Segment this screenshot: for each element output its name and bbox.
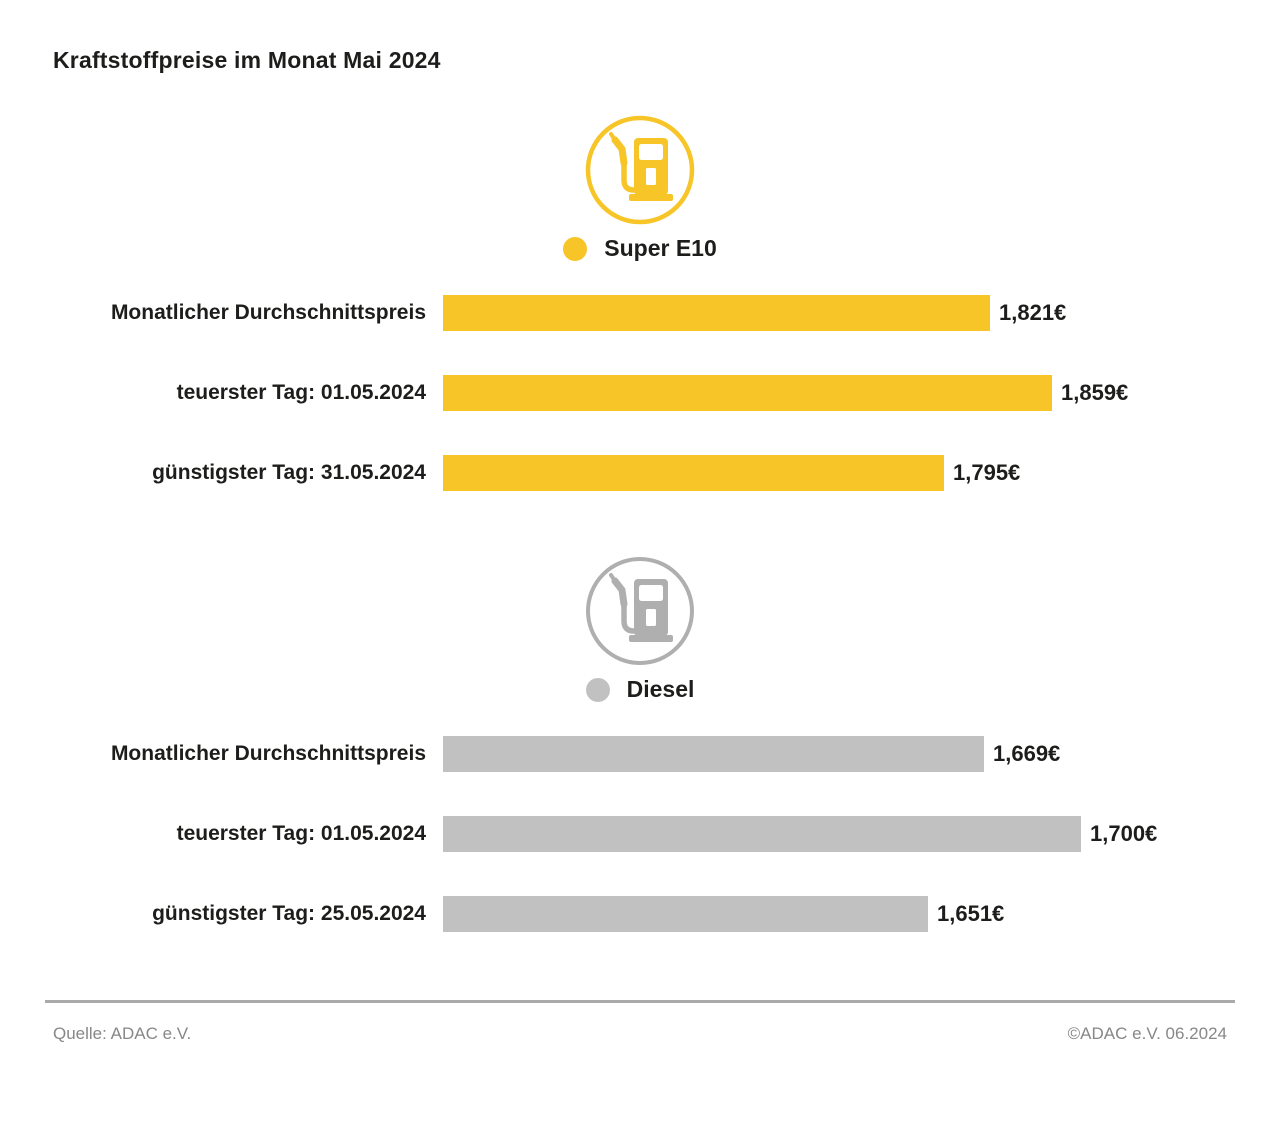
bar-row: teuerster Tag: 01.05.2024 1,700€	[53, 816, 1227, 852]
legend-label: Super E10	[604, 235, 717, 261]
footer-source: Quelle: ADAC e.V.	[53, 1024, 192, 1043]
bar-row: günstigster Tag: 25.05.2024 1,651€	[53, 896, 1227, 932]
bar-row: Monatlicher Durchschnittspreis 1,821€	[53, 295, 1227, 331]
bar-row: günstigster Tag: 31.05.2024 1,795€	[53, 455, 1227, 491]
bar-super-e10-max-day	[443, 375, 1052, 411]
bar-group-super-e10: Monatlicher Durchschnittspreis 1,821€ te…	[53, 295, 1227, 491]
fuel-pump-icon	[584, 114, 696, 226]
bar-value: 1,821€	[999, 300, 1067, 325]
footer-copyright: ©ADAC e.V. 06.2024	[1067, 1024, 1227, 1043]
bar-value: 1,795€	[953, 460, 1021, 485]
bar-diesel-average	[443, 736, 984, 772]
legend-dot-icon	[585, 677, 610, 702]
section-diesel: Diesel Monatlicher Durchschnittspreis 1,…	[53, 555, 1227, 932]
bar-diesel-min-day	[443, 896, 928, 932]
bar-value: 1,669€	[993, 741, 1061, 766]
bar-row: Monatlicher Durchschnittspreis 1,669€	[53, 736, 1227, 772]
row-label: Monatlicher Durchschnittspreis	[110, 742, 426, 765]
section-super-e10: Super E10 Monatlicher Durchschnittspreis…	[53, 114, 1227, 491]
row-label: Monatlicher Durchschnittspreis	[110, 301, 426, 324]
footer: Quelle: ADAC e.V. ©ADAC e.V. 06.2024	[53, 1024, 1227, 1044]
bar-value: 1,651€	[937, 901, 1005, 926]
footer-divider	[45, 1000, 1235, 1003]
bar-value: 1,700€	[1090, 821, 1158, 846]
row-label: günstigster Tag: 31.05.2024	[152, 461, 426, 484]
bar-value: 1,859€	[1061, 380, 1129, 405]
row-label: teuerster Tag: 01.05.2024	[176, 822, 426, 845]
row-label: günstigster Tag: 25.05.2024	[152, 902, 426, 925]
bar-super-e10-average	[443, 295, 990, 331]
bar-group-diesel: Monatlicher Durchschnittspreis 1,669€ te…	[53, 736, 1227, 932]
bar-row: teuerster Tag: 01.05.2024 1,859€	[53, 375, 1227, 411]
legend-dot-icon	[563, 236, 588, 261]
legend-diesel: Diesel	[53, 676, 1227, 703]
legend-label: Diesel	[626, 676, 695, 702]
bar-super-e10-min-day	[443, 455, 944, 491]
row-label: teuerster Tag: 01.05.2024	[176, 381, 426, 404]
legend-super-e10: Super E10	[53, 235, 1227, 262]
page-title: Kraftstoffpreise im Monat Mai 2024	[53, 47, 441, 73]
bar-diesel-max-day	[443, 816, 1081, 852]
fuel-pump-icon	[584, 555, 696, 667]
